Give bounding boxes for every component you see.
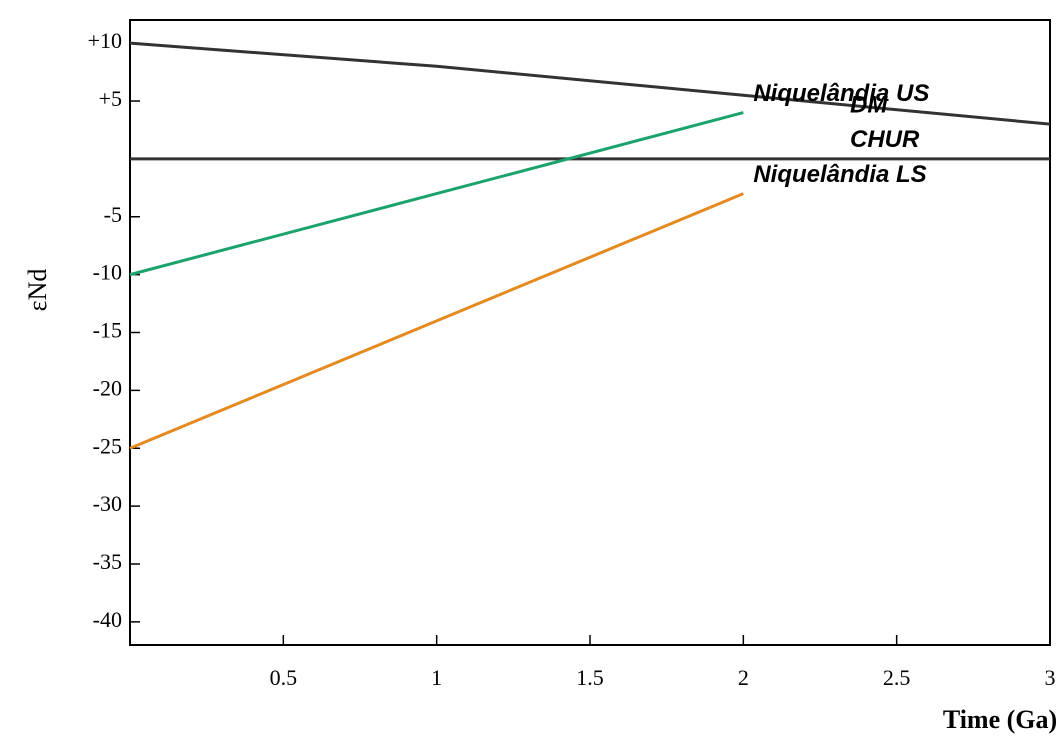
series-line [129,111,744,277]
y-tick-label: -5 [104,202,122,227]
x-tick-label: 2 [738,665,749,690]
series-label: DM [850,92,888,119]
y-tick-label: +10 [88,28,122,53]
y-tick-label: -40 [93,607,122,632]
x-tick-label: 0.5 [270,665,298,690]
series-label: Niquelândia LS [753,161,926,188]
y-axis-label: εNd [23,269,52,312]
series-label: CHUR [850,126,920,153]
y-tick-label: -20 [93,375,122,400]
plot-frame [129,19,1051,646]
x-tick-label: 3 [1045,665,1056,690]
x-tick-label: 1.5 [576,665,604,690]
y-tick-label: -15 [93,318,122,343]
y-tick-label: -25 [93,433,122,458]
y-tick-label: +5 [99,86,122,111]
series-line [129,192,744,450]
y-tick-label: -35 [93,549,122,574]
y-tick-label: -10 [93,260,122,285]
series-label: Niquelândia US [753,80,929,107]
series-line [129,41,1051,126]
x-tick-label: 2.5 [883,665,911,690]
x-tick-label: 1 [431,665,442,690]
x-axis-label: Time (Ga) [943,705,1057,734]
y-tick-label: -30 [93,491,122,516]
